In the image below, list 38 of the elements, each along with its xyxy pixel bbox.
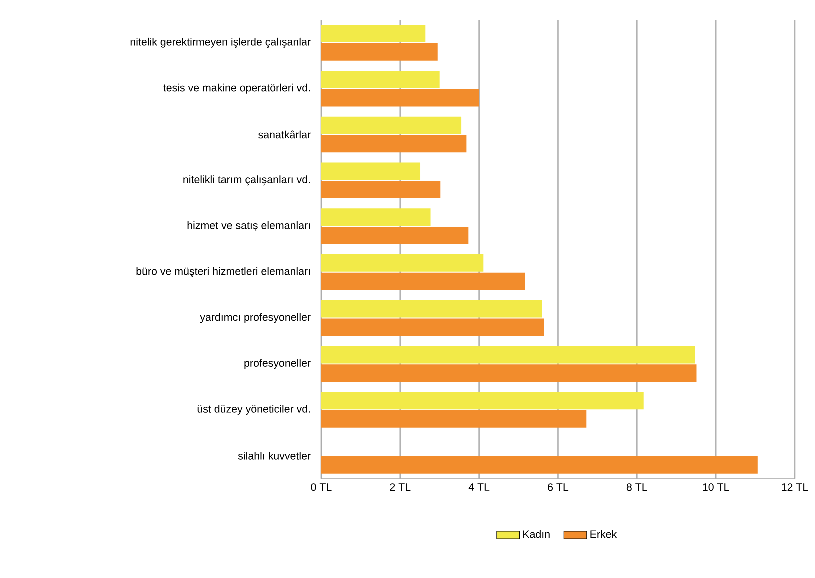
x-tick-label: 12 TL (782, 484, 808, 492)
x-tick-label: 10 TL (703, 484, 730, 492)
bar (321, 300, 542, 318)
bar (321, 117, 462, 134)
bar (321, 410, 587, 428)
bar (321, 135, 467, 153)
x-tick-label: 8 TL (626, 484, 648, 492)
y-tick-label: üst düzey yöneticiler vd. (198, 405, 310, 416)
y-tick-label: silahlı kuvvetler (238, 452, 311, 460)
bar (321, 44, 438, 62)
x-tick-label: 0 TL (311, 484, 332, 492)
bar (321, 71, 440, 89)
bar (321, 162, 421, 180)
legend-label: Erkek (590, 530, 618, 538)
bar (321, 392, 644, 410)
bar (321, 346, 696, 364)
y-tick-label: profesyoneller (244, 359, 311, 370)
y-tick-label: nitelik gerektirmeyen işlerde çalışanlar (130, 38, 311, 48)
y-tick-label: sanatkârlar (258, 131, 311, 139)
y-tick-label: hizmet ve satış elemanları (188, 222, 310, 232)
bar (321, 273, 526, 290)
bar (321, 456, 758, 474)
bar (321, 254, 484, 272)
bar (321, 181, 441, 199)
bar (321, 25, 426, 43)
bar (321, 318, 544, 336)
y-tick-label: yardımcı profesyoneller (200, 314, 311, 324)
x-tick-label: 4 TL (468, 484, 490, 492)
bar (321, 227, 469, 245)
y-tick-label: büro ve müşteri hizmetleri elemanları (136, 268, 310, 278)
y-tick-label: tesis ve makine operatörleri vd. (164, 84, 310, 94)
bar (321, 90, 480, 107)
x-tick-label: 2 TL (390, 484, 411, 492)
y-tick-label: nitelikli tarım çalışanları vd. (184, 176, 310, 186)
legend-label: Kadın (524, 530, 550, 538)
bar (321, 208, 431, 226)
x-tick-label: 6 TL (548, 484, 569, 492)
bar (321, 364, 697, 382)
